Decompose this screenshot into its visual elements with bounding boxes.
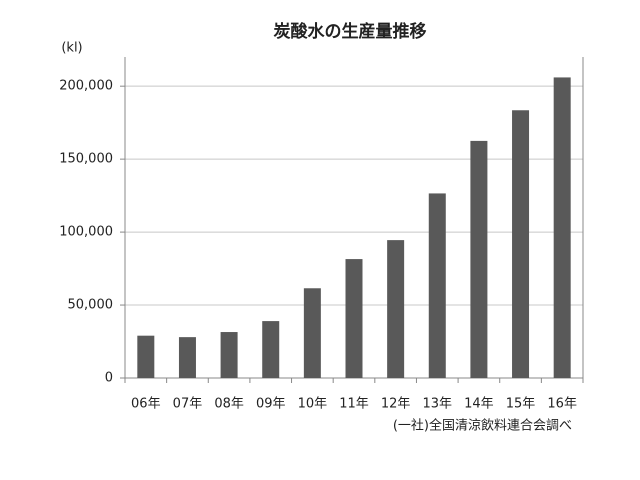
bar bbox=[345, 259, 363, 378]
x-tick-label: 07年 bbox=[173, 397, 203, 412]
bar bbox=[178, 337, 196, 378]
bar bbox=[553, 77, 571, 378]
x-tick-label: 11年 bbox=[339, 397, 369, 412]
bar bbox=[137, 335, 155, 378]
bar bbox=[262, 321, 280, 378]
y-tick-label: 150,000 bbox=[59, 152, 113, 167]
y-tick-label: 0 bbox=[105, 371, 113, 386]
x-tick-label: 16年 bbox=[547, 397, 577, 412]
bar bbox=[387, 240, 405, 378]
bar bbox=[303, 288, 321, 378]
y-tick-label: 200,000 bbox=[59, 79, 113, 94]
source-note: (一社)全国清涼飲料連合会調べ bbox=[393, 418, 572, 434]
y-tick-label: 100,000 bbox=[59, 225, 113, 240]
bar bbox=[220, 332, 238, 378]
chart-title: 炭酸水の生産量推移 bbox=[274, 21, 427, 42]
x-tick-label: 06年 bbox=[131, 397, 161, 412]
x-tick-label: 13年 bbox=[422, 397, 452, 412]
x-tick-label: 08年 bbox=[214, 397, 244, 412]
x-tick-label: 15年 bbox=[506, 397, 536, 412]
x-tick-label: 14年 bbox=[464, 397, 494, 412]
y-tick-label: 50,000 bbox=[68, 298, 114, 313]
bar bbox=[470, 140, 488, 378]
y-axis-label: (kl) bbox=[61, 41, 82, 56]
x-tick-label: 12年 bbox=[381, 397, 411, 412]
x-tick-label: 10年 bbox=[298, 397, 328, 412]
bar bbox=[428, 193, 446, 378]
x-tick-label: 09年 bbox=[256, 397, 286, 412]
bar bbox=[512, 110, 530, 378]
